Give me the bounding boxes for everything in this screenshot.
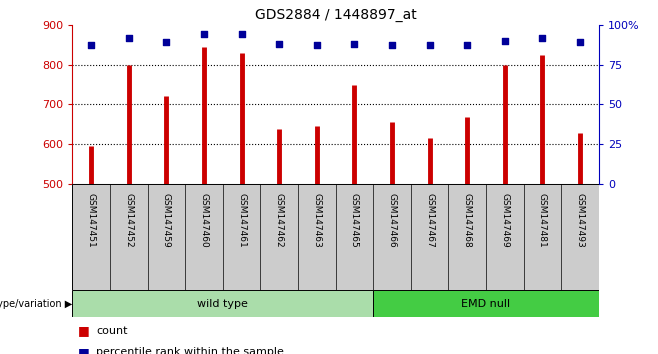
Text: EMD null: EMD null: [461, 298, 511, 309]
Text: GSM147469: GSM147469: [500, 193, 509, 247]
Point: [199, 32, 209, 37]
Text: ■: ■: [78, 346, 89, 354]
Point: [462, 42, 472, 48]
Point: [161, 39, 172, 45]
Point: [537, 35, 547, 40]
Text: GSM147468: GSM147468: [463, 193, 472, 247]
Text: wild type: wild type: [197, 298, 248, 309]
Text: GSM147467: GSM147467: [425, 193, 434, 247]
Text: ■: ■: [78, 325, 89, 337]
Title: GDS2884 / 1448897_at: GDS2884 / 1448897_at: [255, 8, 417, 22]
Text: GSM147451: GSM147451: [87, 193, 95, 247]
Point: [236, 32, 247, 37]
Point: [274, 41, 284, 47]
Point: [574, 39, 585, 45]
Text: GSM147463: GSM147463: [313, 193, 321, 247]
Text: count: count: [96, 326, 128, 336]
Text: GSM147466: GSM147466: [388, 193, 397, 247]
Point: [124, 35, 134, 40]
Text: percentile rank within the sample: percentile rank within the sample: [96, 347, 284, 354]
Text: GSM147460: GSM147460: [199, 193, 209, 247]
Bar: [72, 290, 373, 317]
Bar: [373, 290, 599, 317]
Text: genotype/variation ▶: genotype/variation ▶: [0, 298, 72, 309]
Text: GSM147462: GSM147462: [274, 193, 284, 247]
Text: GSM147461: GSM147461: [237, 193, 246, 247]
Point: [387, 42, 397, 48]
Text: GSM147481: GSM147481: [538, 193, 547, 247]
Text: GSM147452: GSM147452: [124, 193, 134, 247]
Point: [499, 38, 510, 44]
Point: [86, 42, 97, 48]
Point: [424, 42, 435, 48]
Text: GSM147465: GSM147465: [350, 193, 359, 247]
Point: [349, 41, 360, 47]
Point: [311, 42, 322, 48]
Text: GSM147493: GSM147493: [576, 193, 584, 247]
Text: GSM147459: GSM147459: [162, 193, 171, 247]
